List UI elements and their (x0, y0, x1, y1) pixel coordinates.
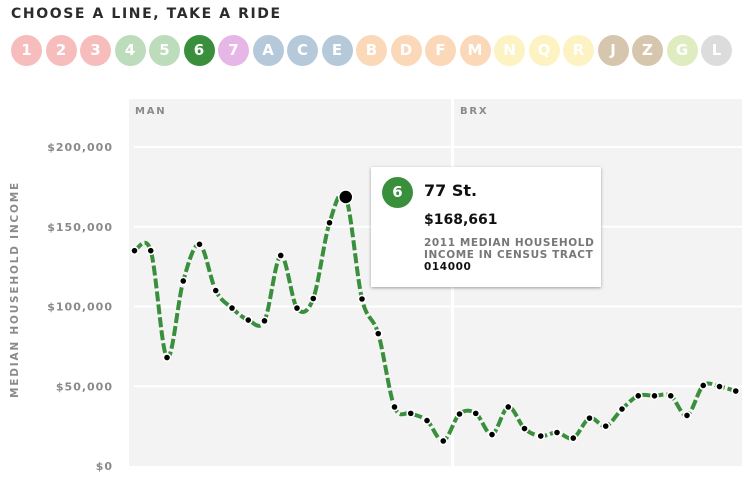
line-button-f[interactable]: F (425, 35, 456, 66)
page-title: CHOOSE A LINE, TAKE A RIDE (11, 6, 282, 22)
station-dot[interactable] (487, 430, 497, 439)
station-dot[interactable] (146, 246, 156, 256)
station-dots (130, 189, 741, 446)
line-6-badge-icon: 6 (382, 177, 413, 208)
station-dot[interactable] (357, 294, 367, 304)
line-button-e[interactable]: E (321, 35, 353, 66)
line-button-m[interactable]: M (459, 35, 491, 66)
station-dot[interactable] (601, 421, 611, 431)
station-dot[interactable] (503, 402, 513, 412)
line-button-q[interactable]: Q (528, 35, 560, 66)
station-dot[interactable] (682, 411, 692, 420)
station-dot[interactable] (292, 303, 302, 313)
y-tick-label: $50,000 (56, 380, 113, 393)
station-dot[interactable] (422, 416, 432, 425)
y-axis-title: MEDIAN HOUSEHOLD INCOME (9, 181, 21, 398)
station-dot[interactable] (617, 404, 627, 414)
line-button-7[interactable]: 7 (218, 35, 249, 66)
station-dot[interactable] (438, 436, 448, 446)
line-button-b[interactable]: B (356, 35, 387, 66)
line-button-n[interactable]: N (494, 35, 525, 66)
station-dot[interactable] (520, 424, 529, 433)
station-dot[interactable] (552, 428, 562, 437)
station-dot[interactable] (536, 431, 546, 441)
income-value: $168,661 (424, 212, 498, 228)
station-dot[interactable] (390, 402, 399, 412)
station-dot[interactable] (260, 316, 269, 326)
line-button-3[interactable]: 3 (80, 35, 111, 66)
y-tick-label: $150,000 (47, 221, 113, 234)
panel-label: MAN (135, 106, 166, 117)
station-dot[interactable] (308, 294, 318, 303)
y-tick-label: $100,000 (47, 301, 113, 314)
station-dot[interactable] (325, 218, 334, 228)
line-button-1[interactable]: 1 (11, 35, 42, 66)
station-dot[interactable] (666, 391, 676, 401)
station-dot[interactable] (195, 239, 204, 249)
station-dot[interactable] (715, 382, 724, 391)
line-button-z[interactable]: Z (632, 35, 663, 66)
line-button-r[interactable]: R (563, 35, 594, 66)
station-dot[interactable] (243, 315, 253, 325)
station-name: 77 St. (424, 181, 478, 200)
description-text: 2011 MEDIAN HOUSEHOLD INCOME IN CENSUS T… (424, 237, 595, 261)
station-dot[interactable] (633, 391, 643, 401)
panel-label: BRX (460, 106, 488, 117)
station-dot[interactable] (568, 433, 578, 443)
tract-number: 014000 (424, 261, 472, 273)
station-dot[interactable] (406, 408, 416, 418)
line-button-g[interactable]: G (666, 35, 698, 66)
line-button-a[interactable]: A (252, 35, 284, 66)
income-description: 2011 MEDIAN HOUSEHOLD INCOME IN CENSUS T… (424, 237, 596, 273)
station-dot[interactable] (276, 251, 286, 260)
station-dot[interactable] (130, 246, 139, 256)
station-dot[interactable] (227, 303, 237, 313)
station-dot[interactable] (698, 381, 708, 390)
station-dot[interactable] (455, 409, 464, 419)
line-button-l[interactable]: L (701, 35, 732, 66)
station-dot[interactable] (585, 413, 594, 423)
y-tick-label: $0 (96, 460, 113, 473)
station-dot[interactable] (178, 276, 188, 286)
station-tooltip: 6 77 St. $168,661 2011 MEDIAN HOUSEHOLD … (371, 167, 601, 287)
station-dot[interactable] (731, 386, 741, 396)
line-button-4[interactable]: 4 (114, 35, 146, 66)
y-tick-label: $200,000 (47, 141, 113, 154)
station-dot[interactable] (471, 408, 481, 418)
line-button-d[interactable]: D (390, 35, 422, 66)
line-button-5[interactable]: 5 (149, 35, 180, 66)
station-dot[interactable] (373, 329, 383, 339)
line-button-c[interactable]: C (287, 35, 318, 66)
highlighted-station-dot[interactable] (338, 189, 354, 205)
station-dot[interactable] (162, 353, 172, 362)
line-button-j[interactable]: J (597, 35, 629, 66)
line-button-6[interactable]: 6 (183, 35, 215, 66)
line-button-2[interactable]: 2 (45, 35, 77, 66)
station-dot[interactable] (211, 286, 221, 295)
station-dot[interactable] (650, 391, 659, 401)
y-axis-ticks: $0 $50,000 $100,000 $150,000 $200,000 (47, 141, 113, 473)
